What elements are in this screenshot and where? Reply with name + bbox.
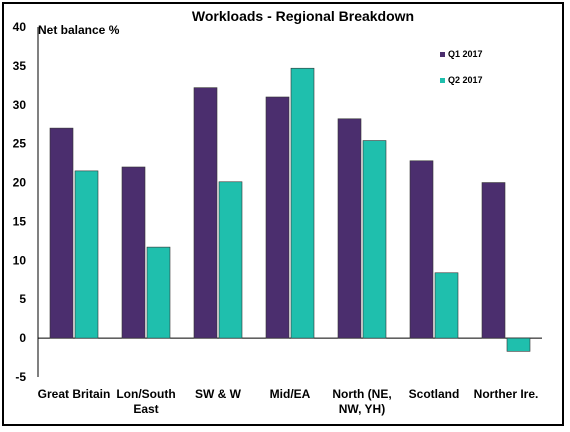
category-label: Scotland: [409, 387, 460, 401]
category-label: Great Britain: [38, 387, 111, 401]
bar-q2: [146, 246, 171, 339]
chart-title: Workloads - Regional Breakdown: [192, 8, 414, 24]
y-tick-label: 5: [19, 292, 26, 306]
bar-q1: [409, 160, 434, 339]
category-label: Norther Ire.: [474, 387, 539, 401]
bar-q1: [337, 118, 362, 339]
bars: [49, 67, 531, 352]
bar-q1: [265, 96, 290, 339]
legend-swatch: [440, 52, 445, 57]
legend-label: Q1 2017: [448, 49, 483, 59]
category-label: Lon/South: [116, 387, 175, 401]
y-axis-label: Net balance %: [38, 23, 120, 37]
legend-swatch: [440, 78, 445, 83]
legend: Q1 2017 Q2 2017: [440, 49, 483, 85]
legend-label: Q2 2017: [448, 75, 483, 85]
bar-q1: [49, 127, 74, 339]
bar-q2: [74, 170, 99, 339]
y-tick-label: 35: [13, 59, 27, 73]
category-label: NW, YH): [339, 402, 385, 416]
bar-q1: [121, 166, 146, 339]
bar-q2: [290, 67, 315, 339]
y-tick-label: -5: [15, 370, 26, 384]
y-tick-label: 25: [13, 137, 27, 151]
bar-q2: [362, 140, 387, 339]
y-tick-label: 0: [19, 331, 26, 345]
bar-q2: [434, 272, 459, 339]
bar-q2: [506, 337, 531, 352]
category-label: East: [133, 402, 158, 416]
bar-q1: [481, 182, 506, 339]
y-tick-label: 15: [13, 214, 27, 228]
y-tick-label: 40: [13, 20, 27, 34]
category-label: Mid/EA: [270, 387, 311, 401]
bar-q1: [193, 87, 218, 339]
y-tick-labels: -5 0 5 10 15 20 25 30 35 40: [13, 20, 27, 384]
y-tick-label: 20: [13, 176, 27, 190]
category-label: SW & W: [195, 387, 242, 401]
bar-q2: [218, 181, 243, 339]
category-label: North (NE,: [332, 387, 391, 401]
y-tick-label: 10: [13, 253, 27, 267]
y-tick-label: 30: [13, 98, 27, 112]
